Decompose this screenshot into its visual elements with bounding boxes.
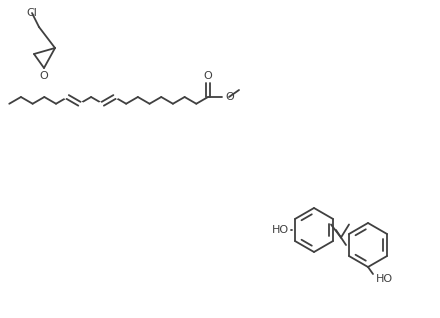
Text: O: O xyxy=(225,92,234,102)
Text: O: O xyxy=(204,71,213,81)
Text: HO: HO xyxy=(272,225,289,235)
Text: O: O xyxy=(40,71,48,81)
Text: HO: HO xyxy=(376,274,393,284)
Text: Cl: Cl xyxy=(26,8,37,18)
